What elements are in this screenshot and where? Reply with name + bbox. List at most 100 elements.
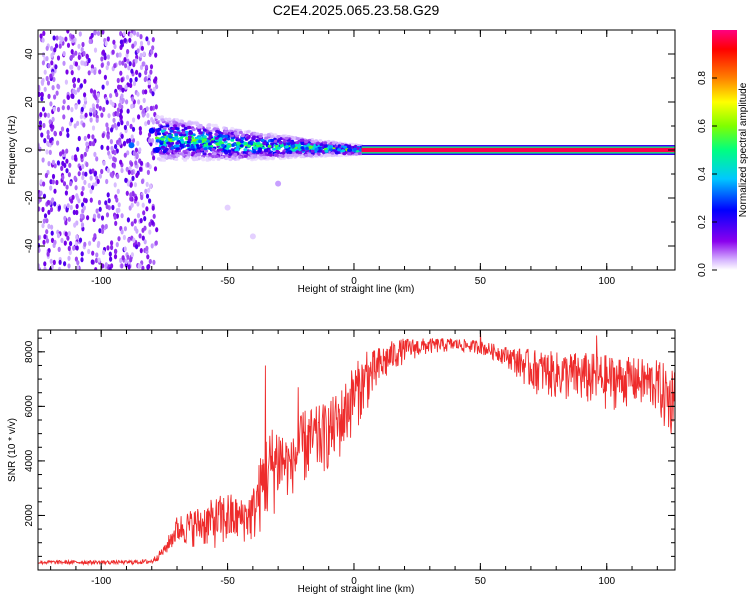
heat-cell — [69, 204, 73, 211]
heat-cell — [93, 69, 97, 75]
heat-cell — [53, 188, 57, 194]
heat-cell — [139, 52, 143, 58]
heat-cell — [150, 49, 154, 55]
heat-cell — [116, 173, 120, 179]
heat-cell — [145, 36, 149, 42]
heat-cell — [129, 192, 133, 198]
heat-cell — [202, 135, 207, 139]
heat-cell — [239, 144, 244, 148]
heat-cell — [126, 58, 130, 64]
heat-cell — [70, 198, 74, 204]
heat-cell — [97, 240, 101, 247]
heat-cell — [111, 101, 115, 107]
heat-cell — [105, 178, 109, 185]
spectrogram-y-ticks: -40 -20 0 20 40 — [24, 29, 675, 271]
heat-cell — [186, 122, 191, 126]
heat-cell — [76, 260, 80, 266]
heat-cell — [119, 114, 123, 120]
heat-cell — [141, 89, 145, 95]
heat-cell — [56, 140, 60, 146]
heat-cell — [101, 30, 105, 35]
colorbar-tick-label: 0.6 — [697, 119, 708, 133]
heat-cell — [201, 158, 206, 162]
heat-cell — [175, 154, 180, 158]
heat-cell — [66, 42, 71, 48]
heat-cell — [331, 141, 336, 145]
heat-cell — [224, 204, 231, 211]
heat-cell — [112, 117, 116, 123]
heat-cell — [148, 137, 152, 144]
heat-cell — [97, 257, 101, 263]
heat-cell — [142, 51, 146, 57]
heat-cell — [136, 201, 140, 207]
heat-cell — [249, 142, 254, 146]
heat-cell — [130, 169, 134, 176]
heat-cell — [196, 149, 200, 153]
heat-cell — [113, 157, 117, 163]
heat-cell — [279, 153, 283, 158]
heat-cell — [275, 180, 282, 187]
heat-cell — [154, 240, 158, 246]
heat-cell — [92, 213, 97, 219]
heat-cell — [124, 177, 128, 183]
heat-cell — [129, 123, 133, 129]
heat-cell — [58, 43, 62, 49]
heat-cell — [357, 151, 362, 156]
heat-cell — [100, 112, 104, 118]
heat-cell — [149, 69, 153, 75]
heat-cell — [85, 53, 89, 59]
heat-cell — [84, 198, 88, 204]
heat-cell — [127, 169, 131, 175]
heat-cell — [141, 235, 145, 241]
heat-cell — [100, 56, 104, 62]
heat-cell — [210, 140, 215, 144]
heat-cell — [87, 133, 91, 139]
heat-cell — [101, 84, 105, 90]
heat-cell — [175, 137, 180, 141]
heat-cell — [149, 105, 153, 111]
heat-cell — [119, 30, 123, 37]
heat-cell — [117, 202, 121, 208]
heat-cell — [66, 203, 70, 209]
heat-cell — [67, 255, 71, 261]
heat-cell — [96, 92, 100, 98]
heat-cell — [183, 126, 188, 130]
heat-cell — [119, 159, 123, 165]
heat-cell — [41, 37, 45, 43]
heat-cell — [270, 135, 275, 139]
heat-cell — [166, 141, 171, 145]
heat-cell — [93, 47, 98, 53]
heat-cell — [192, 121, 197, 125]
heat-cell — [121, 87, 125, 93]
y-tick-label: 20 — [24, 96, 35, 108]
heat-cell — [101, 49, 106, 55]
heat-cell — [217, 131, 222, 135]
heat-cell — [343, 145, 348, 149]
heat-cell — [147, 263, 151, 270]
heat-cell — [123, 152, 127, 158]
heat-cell — [162, 126, 167, 130]
heat-cell — [50, 237, 55, 243]
heat-cell — [48, 149, 52, 155]
heat-cell — [50, 60, 54, 66]
heat-cell — [233, 131, 238, 135]
heat-cell — [81, 175, 85, 181]
heat-cell — [140, 45, 144, 51]
heat-cell — [191, 127, 196, 132]
heat-cell — [300, 138, 305, 142]
heat-cell — [80, 60, 84, 66]
heat-cell — [39, 112, 43, 118]
heat-cell — [224, 151, 229, 155]
heat-cell — [354, 152, 359, 156]
heat-cell — [115, 52, 120, 58]
y-tick-label: 2000 — [24, 504, 35, 527]
heat-cell — [197, 136, 202, 140]
heat-cell — [131, 126, 136, 132]
heat-cell — [270, 138, 275, 143]
snr-x-label: Height of straight line (km) — [298, 584, 415, 595]
heat-cell — [61, 160, 65, 166]
heat-cell — [53, 201, 57, 207]
heat-cell — [76, 120, 80, 126]
heat-cell — [259, 157, 264, 161]
heat-cell — [56, 83, 60, 89]
